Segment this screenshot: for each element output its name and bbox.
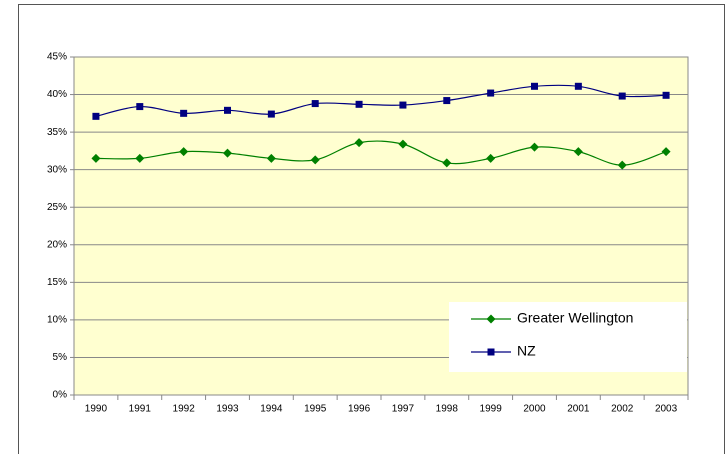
marker (530, 142, 539, 152)
legend-box (449, 302, 687, 372)
x-tick-label: 2003 (655, 404, 678, 415)
marker (91, 153, 101, 163)
marker (531, 82, 538, 90)
y-tick-label: 40% (47, 89, 67, 100)
y-tick-label: 25% (47, 202, 67, 213)
x-tick-label: 1993 (216, 404, 239, 415)
marker (267, 110, 275, 118)
series-line (95, 84, 667, 117)
x-tick-label: 1991 (129, 404, 152, 415)
marker (398, 139, 408, 149)
x-tick-label: 1998 (436, 404, 459, 415)
marker (180, 109, 188, 117)
marker (617, 160, 627, 170)
marker (355, 100, 363, 108)
x-tick-label: 2000 (523, 404, 546, 415)
y-tick-label: 30% (47, 164, 67, 175)
marker (573, 147, 583, 157)
y-tick-label: 0% (53, 390, 68, 401)
marker (136, 103, 144, 111)
x-tick-label: 1996 (348, 404, 371, 415)
marker (224, 106, 231, 114)
y-tick-label: 15% (47, 277, 67, 288)
marker (310, 155, 320, 165)
y-tick-label: 5% (53, 352, 68, 363)
x-tick-label: 1997 (392, 404, 415, 415)
marker (574, 82, 582, 90)
y-tick-label: 20% (47, 239, 67, 250)
marker (487, 348, 495, 356)
marker (311, 100, 319, 108)
marker (266, 153, 276, 163)
x-tick-label: 1994 (260, 404, 283, 415)
legend-label: NZ (517, 343, 536, 359)
y-tick-label: 35% (47, 127, 67, 138)
x-tick-label: 2002 (611, 404, 634, 415)
marker (618, 92, 626, 100)
marker (487, 89, 495, 97)
marker (661, 147, 671, 157)
marker (443, 97, 451, 105)
marker (662, 91, 670, 99)
marker (135, 153, 145, 163)
marker (399, 101, 407, 109)
y-tick-label: 45% (47, 52, 67, 63)
x-tick-label: 1999 (480, 404, 503, 415)
marker (486, 314, 496, 324)
y-tick-label: 10% (47, 315, 67, 326)
x-tick-label: 2001 (567, 404, 590, 415)
legend: Greater Wellington NZ (449, 302, 687, 372)
marker (179, 147, 189, 157)
x-tick-label: 1990 (85, 404, 108, 415)
legend-label: Greater Wellington (517, 310, 633, 326)
x-tick-label: 1995 (304, 404, 327, 415)
marker (442, 158, 452, 168)
marker (92, 112, 100, 120)
marker (354, 138, 364, 148)
marker (223, 148, 232, 158)
x-tick-label: 1992 (173, 404, 196, 415)
marker (486, 153, 496, 163)
